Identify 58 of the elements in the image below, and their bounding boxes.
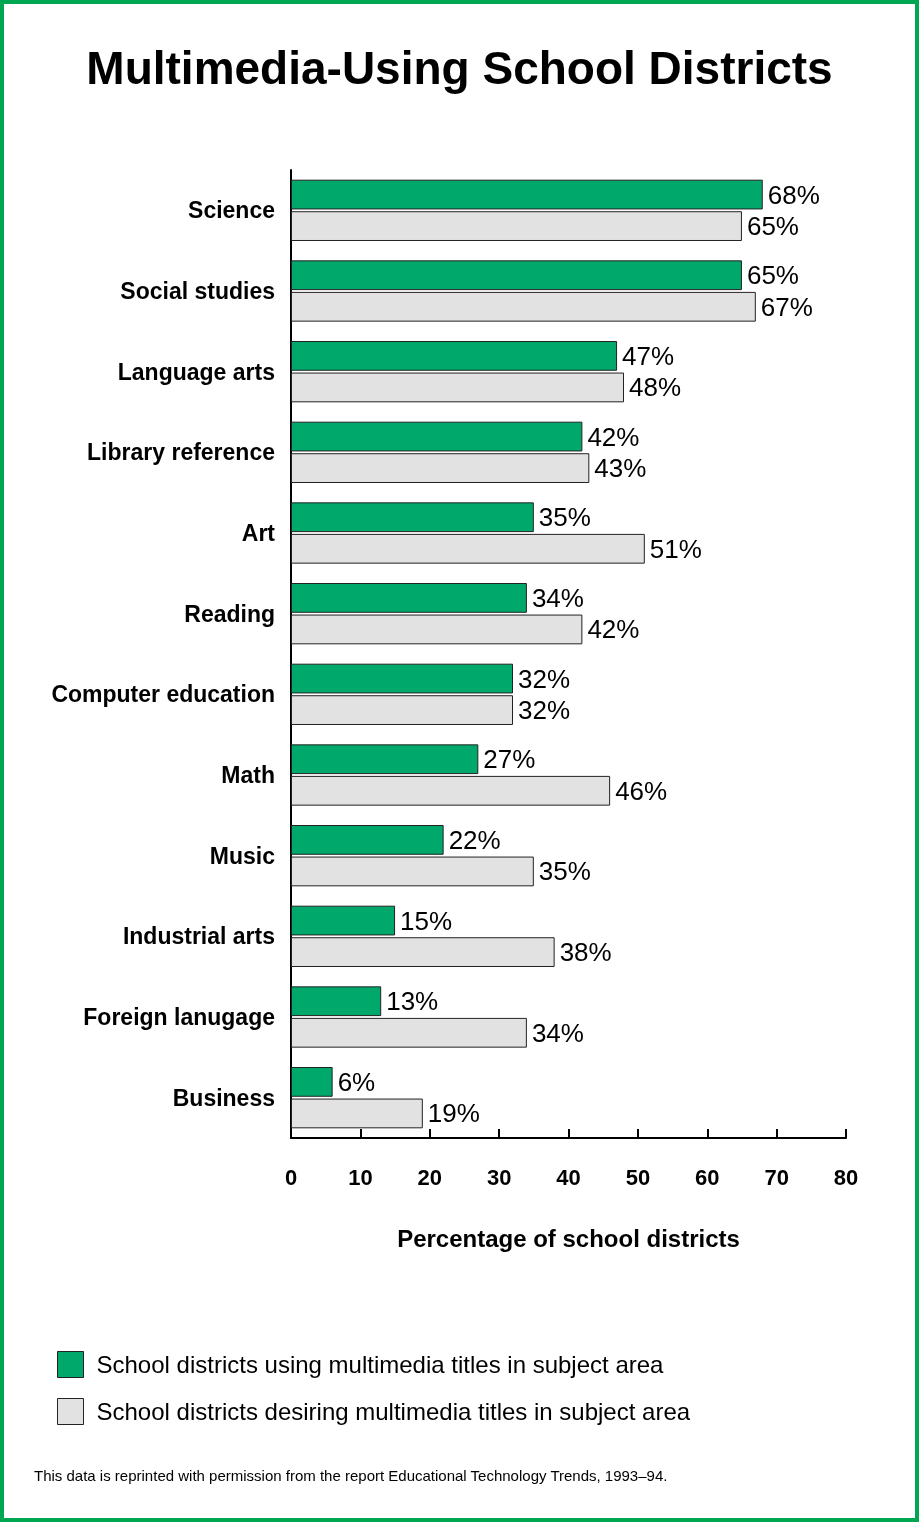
- x-axis-title: Percentage of school districts: [397, 1224, 740, 1252]
- data-label: 47%: [622, 340, 675, 371]
- data-label: 35%: [538, 502, 591, 533]
- y-tick-label: Language arts: [117, 358, 275, 385]
- chart-title: Multimedia-Using School Districts: [86, 42, 833, 94]
- data-label: 67%: [760, 291, 813, 322]
- x-tick-label: 0: [284, 1164, 298, 1190]
- bar: [291, 744, 479, 775]
- data-label: 68%: [767, 179, 820, 210]
- data-label: 65%: [746, 260, 799, 291]
- data-label: 27%: [483, 744, 536, 775]
- y-tick-label: Science: [188, 197, 275, 224]
- bar: [291, 775, 611, 806]
- x-tick-label: 70: [764, 1164, 789, 1190]
- data-label: 32%: [518, 663, 571, 694]
- data-label: 35%: [538, 856, 591, 887]
- x-tick-label: 10: [348, 1164, 373, 1190]
- data-label: 22%: [448, 824, 501, 855]
- x-tick-label: 50: [625, 1164, 651, 1190]
- data-label: 34%: [531, 582, 584, 613]
- data-label: 48%: [629, 372, 682, 403]
- bar: [291, 260, 742, 291]
- data-label: 42%: [587, 421, 640, 452]
- data-label: 38%: [559, 937, 612, 968]
- y-tick-label: Business: [172, 1084, 275, 1111]
- y-tick-label: Foreign lanugage: [83, 1004, 275, 1030]
- data-label: 19%: [427, 1098, 480, 1129]
- legend-label: School districts using multimedia titles in subject area: [96, 1351, 665, 1378]
- data-label: 6%: [337, 1066, 376, 1097]
- y-tick-label: Computer education: [51, 681, 275, 708]
- text: This data is reprinted with permission from the report Educational Technology Trends, 1993–94.: [34, 1467, 668, 1484]
- data-label: 34%: [531, 1017, 584, 1048]
- y-tick-label: Reading: [184, 600, 275, 627]
- x-tick-label: 60: [695, 1164, 720, 1190]
- data-label: 32%: [518, 695, 571, 726]
- bar: [291, 533, 645, 564]
- bar: [291, 502, 534, 533]
- bar: [291, 1017, 527, 1048]
- data-label: 13%: [386, 986, 439, 1017]
- y-tick-label: Music: [209, 842, 276, 869]
- data-label: 65%: [746, 211, 799, 242]
- y-tick-label: Social studies: [120, 278, 275, 304]
- x-tick-label: 20: [417, 1164, 442, 1190]
- data-label: 51%: [649, 533, 702, 564]
- data-label: 15%: [400, 905, 453, 936]
- data-label: 46%: [615, 775, 668, 806]
- bar: [291, 986, 382, 1017]
- y-tick-label: Math: [221, 762, 275, 788]
- bar: [291, 291, 756, 322]
- x-tick-label: 30: [486, 1164, 512, 1190]
- data-label: 42%: [587, 614, 640, 645]
- x-tick-label: 40: [556, 1164, 581, 1190]
- y-tick-label: Industrial arts: [122, 923, 275, 950]
- legend-label: School districts desiring multimedia titles in subject area: [96, 1398, 691, 1425]
- y-tick-label: Art: [241, 520, 276, 546]
- y-tick-label: Library reference: [87, 439, 275, 466]
- data-label: 43%: [594, 453, 647, 484]
- x-tick-label: 80: [833, 1164, 859, 1190]
